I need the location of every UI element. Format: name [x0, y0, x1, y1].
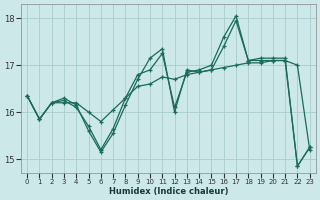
X-axis label: Humidex (Indice chaleur): Humidex (Indice chaleur) — [109, 187, 228, 196]
